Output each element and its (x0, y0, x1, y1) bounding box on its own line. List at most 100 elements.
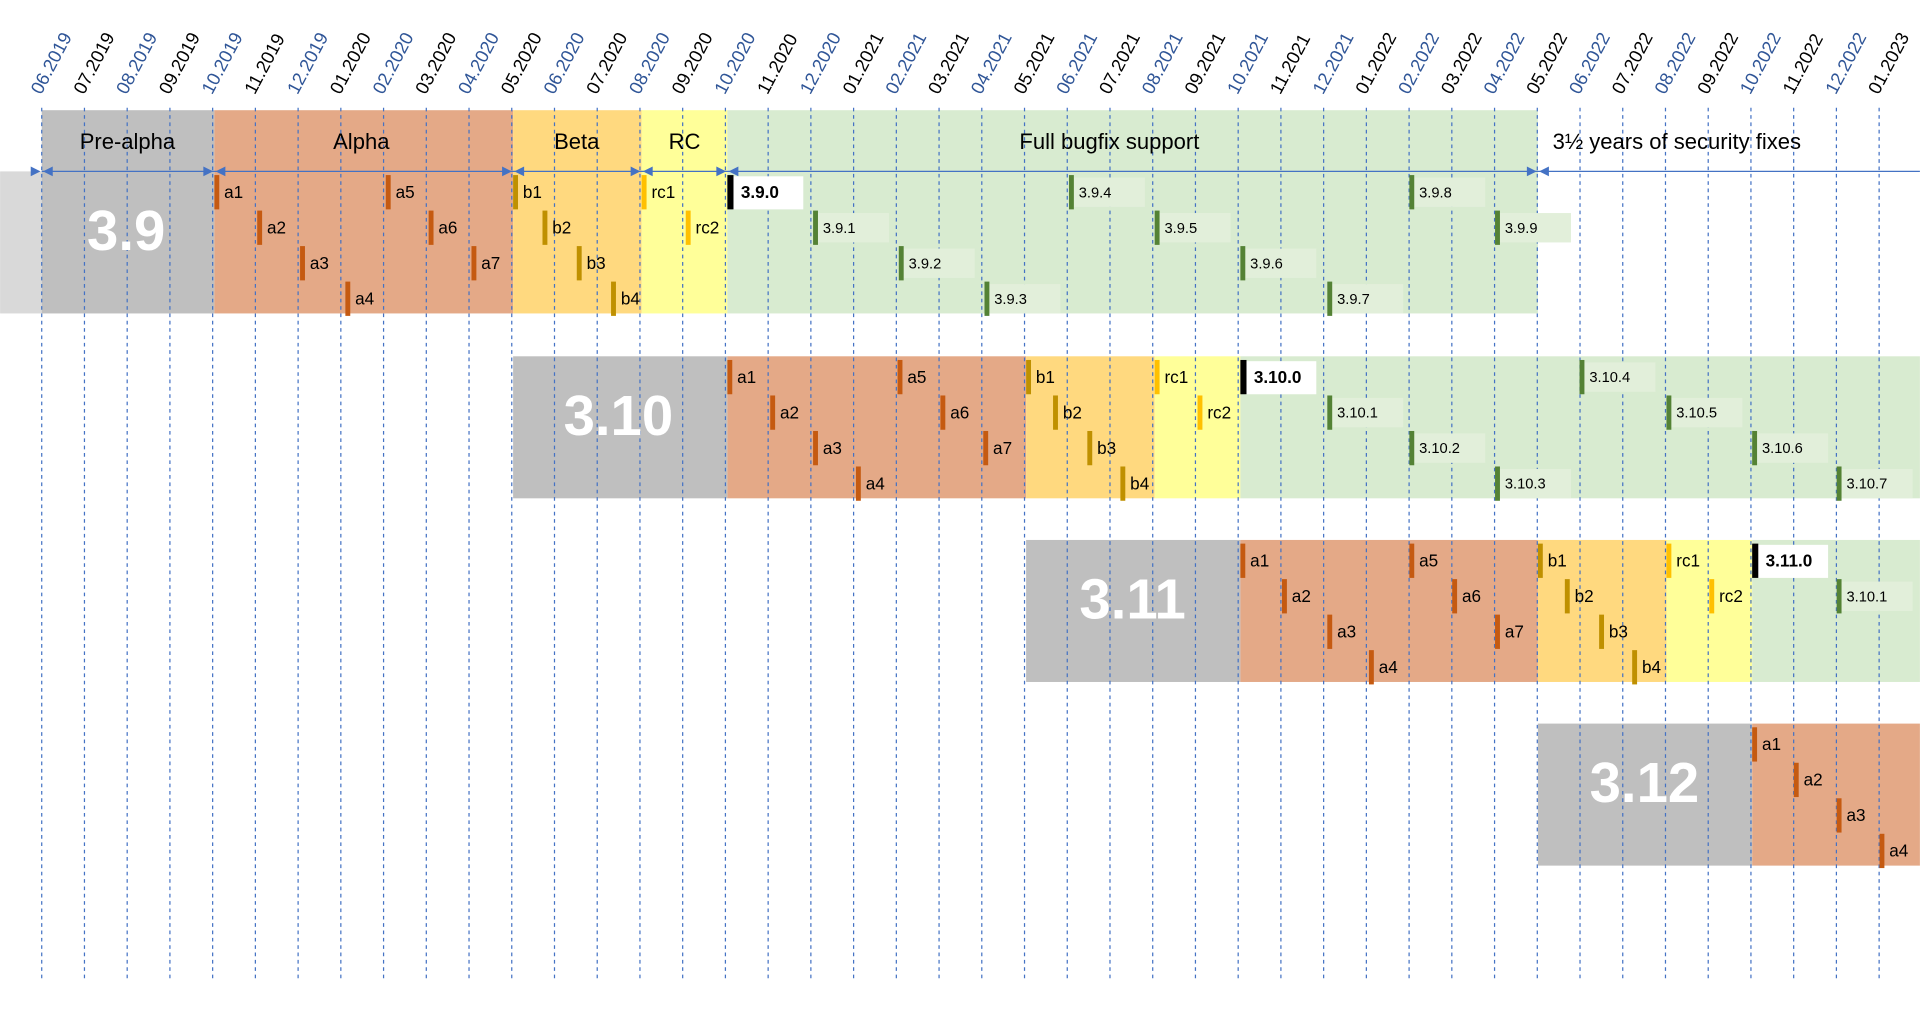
release-label-bg (1757, 433, 1829, 463)
release-label: a2 (267, 217, 286, 237)
release-label: a3 (310, 253, 329, 273)
arrow-head (630, 166, 641, 177)
release-label: rc2 (1207, 402, 1231, 422)
release-label: a3 (1337, 622, 1356, 642)
release-marker (770, 395, 776, 430)
release-label: 3.9.3 (994, 292, 1027, 308)
version-band (214, 171, 514, 314)
release-label-bg (1671, 397, 1743, 428)
release-label: 3.11.0 (1766, 551, 1813, 571)
release-marker (385, 175, 391, 210)
release-marker (1240, 359, 1247, 395)
release-label: 3.10.6 (1762, 441, 1803, 457)
version-band (641, 171, 728, 314)
release-label: a6 (1462, 586, 1481, 606)
release-label: b3 (1609, 622, 1628, 642)
release-label: 3.10.2 (1419, 441, 1460, 457)
release-marker (1666, 395, 1672, 430)
release-marker (611, 281, 616, 316)
release-label-bg (1499, 213, 1571, 243)
release-marker (685, 210, 691, 245)
release-label: a1 (1250, 551, 1269, 571)
release-label: b1 (523, 182, 542, 202)
release-label: 3.10.0 (1254, 367, 1302, 387)
release-marker (897, 359, 903, 395)
release-label-bg (732, 176, 804, 210)
release-marker (1709, 579, 1715, 614)
release-marker (1495, 614, 1500, 649)
release-label-bg (1073, 177, 1145, 207)
release-label: 3.9.7 (1337, 292, 1370, 308)
version-band (0, 171, 42, 314)
release-label-bg (903, 248, 975, 278)
month-label: 01.2023 (1864, 29, 1914, 97)
release-marker (1495, 210, 1500, 245)
release-label: a1 (1762, 734, 1781, 754)
release-marker (1026, 359, 1032, 395)
release-label: 3.9.2 (909, 256, 942, 272)
arrow-head (728, 166, 739, 177)
arrow-head (42, 166, 53, 177)
phase-band (513, 110, 642, 172)
release-marker (898, 246, 904, 281)
release-label: a2 (780, 402, 799, 422)
release-marker (813, 430, 818, 466)
release-label-bg (1757, 544, 1829, 578)
release-label: b2 (1063, 402, 1082, 422)
phase-band (41, 110, 215, 172)
release-marker (727, 359, 733, 395)
release-label: b2 (552, 217, 571, 237)
version-label: 3.11 (1079, 567, 1186, 630)
release-marker (1327, 281, 1333, 316)
release-marker (984, 281, 990, 316)
release-marker (1409, 175, 1415, 210)
release-label: a4 (866, 473, 886, 493)
release-label-bg (1841, 581, 1913, 611)
release-label: a2 (1292, 586, 1311, 606)
release-label: a5 (1419, 551, 1438, 571)
release-label: rc1 (1164, 367, 1188, 387)
release-marker (1564, 579, 1570, 614)
release-label: b4 (621, 289, 641, 309)
release-marker (542, 210, 548, 245)
release-marker (1752, 727, 1758, 762)
release-label-bg (1841, 468, 1913, 499)
release-label: a3 (1846, 805, 1865, 825)
release-label: rc2 (1719, 586, 1743, 606)
release-label: 3.10.3 (1505, 477, 1546, 493)
release-label: rc1 (651, 182, 675, 202)
arrow-head (30, 166, 41, 177)
release-marker (1240, 246, 1246, 281)
release-marker (1752, 430, 1758, 466)
release-marker (345, 281, 351, 316)
release-marker (641, 175, 647, 210)
release-label: a6 (950, 402, 969, 422)
release-label: 3.9.1 (823, 221, 856, 237)
release-marker (300, 246, 305, 281)
release-label: a7 (993, 438, 1012, 458)
release-marker (1282, 579, 1287, 614)
release-marker (727, 175, 734, 210)
release-label: b3 (1097, 438, 1116, 458)
release-label-bg (817, 213, 889, 243)
phase-label: RC (669, 129, 701, 154)
release-marker (1752, 543, 1759, 578)
release-marker (1409, 543, 1415, 578)
version-label: 3.10 (564, 384, 674, 447)
release-marker (1197, 395, 1203, 430)
release-marker (1368, 650, 1374, 685)
release-marker (1409, 430, 1415, 466)
arrow-head (1539, 166, 1549, 177)
version-band (727, 356, 1027, 499)
version-band (1026, 356, 1155, 499)
release-marker (1836, 466, 1842, 501)
release-marker (1793, 762, 1799, 798)
release-label: b2 (1575, 586, 1594, 606)
arrow-head (215, 166, 226, 177)
release-label-bg (1584, 362, 1656, 392)
arrow-head (502, 166, 512, 177)
release-label-bg (1414, 433, 1486, 463)
release-marker (1240, 543, 1246, 578)
